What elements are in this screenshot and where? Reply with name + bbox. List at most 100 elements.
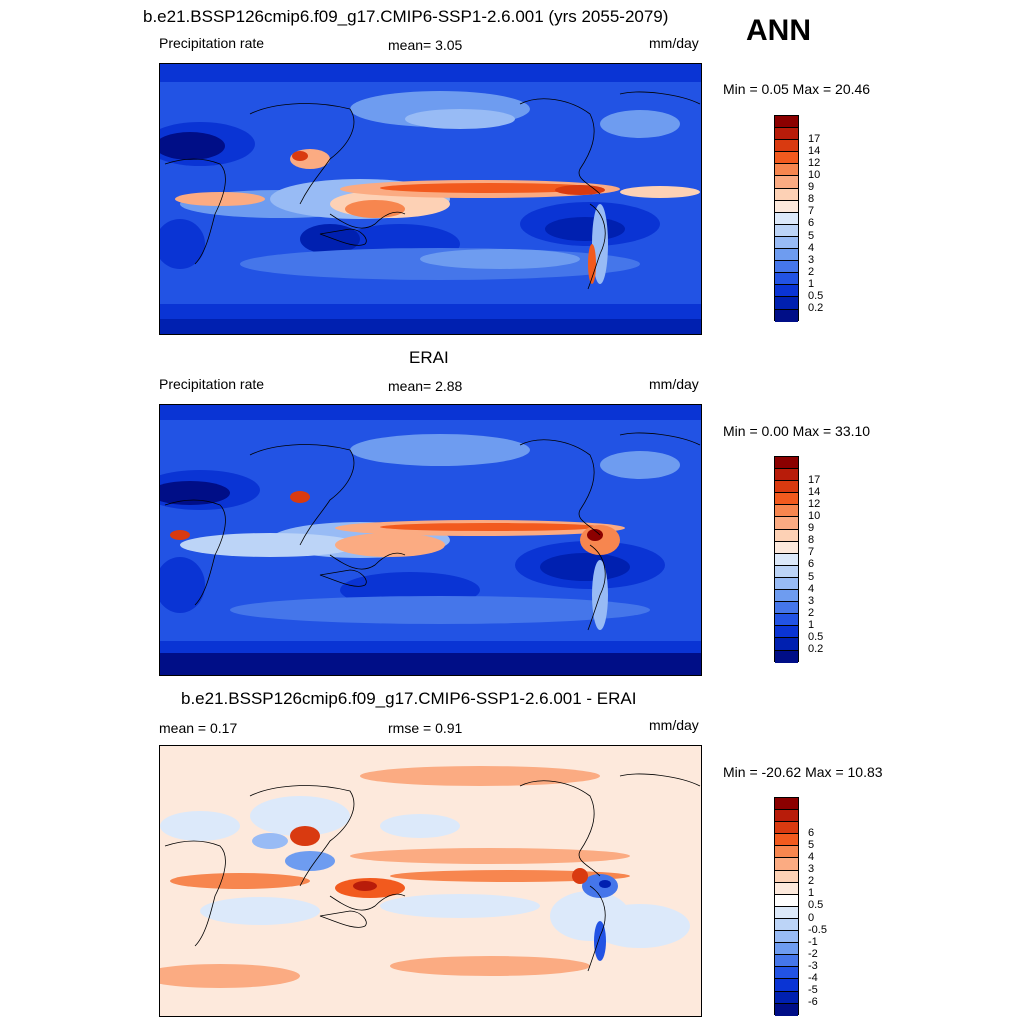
panel3-rmse-label: rmse = 0.91: [388, 720, 463, 736]
panel2-title: ERAI: [409, 348, 449, 367]
colorbar-segment: [775, 152, 798, 165]
colorbar-tick-label: 10: [808, 510, 821, 522]
colorbar-tick-label: 5: [808, 229, 815, 242]
colorbar-tick-label: 7: [808, 546, 815, 559]
panel3-title: b.e21.BSSP126cmip6.f09_g17.CMIP6-SSP1-2.…: [181, 689, 637, 708]
colorbar-segment: [775, 882, 798, 895]
colorbar-tick-label: 1: [808, 618, 815, 631]
colorbar-tick-label: -4: [808, 972, 818, 984]
colorbar-tick-label: -5: [808, 984, 818, 997]
panel2-precip-map: [159, 404, 702, 676]
panel3-mean-label: mean = 0.17: [159, 720, 238, 736]
colorbar-tick-label: 14: [808, 485, 821, 498]
colorbar-segment: [775, 529, 798, 542]
colorbar-tick-label: -2: [808, 947, 818, 960]
colorbar-segment: [775, 906, 798, 919]
colorbar-segment: [775, 285, 798, 298]
colorbar-tick-label: 2: [808, 606, 815, 619]
colorbar-tick-label: 12: [808, 497, 821, 510]
colorbar-tick-label: -6: [808, 996, 818, 1009]
colorbar-tick-label: 5: [808, 838, 815, 851]
colorbar-tick-label: 4: [808, 851, 815, 863]
colorbar-segment: [775, 614, 798, 627]
colorbar-tick-label: 8: [808, 534, 815, 547]
colorbar-tick-label: 4: [808, 241, 815, 254]
colorbar-tick-label: 0.2: [808, 643, 824, 656]
season-label: ANN: [746, 14, 811, 47]
colorbar-segment: [775, 943, 798, 956]
colorbar-segment: [775, 834, 798, 847]
colorbar-segment: [775, 798, 798, 811]
colorbar-segment: [775, 894, 798, 907]
colorbar-segment: [775, 517, 798, 530]
panel3-colorbar: [774, 797, 799, 1016]
panel2-units-label: mm/day: [649, 376, 699, 392]
colorbar-segment: [775, 846, 798, 859]
colorbar-segment: [775, 200, 798, 213]
panel2-variable-label: Precipitation rate: [159, 376, 265, 392]
colorbar-segment: [775, 505, 798, 518]
colorbar-segment: [775, 309, 798, 322]
panel1-title: b.e21.BSSP126cmip6.f09_g17.CMIP6-SSP1-2.…: [143, 7, 669, 26]
colorbar-tick-label: 6: [808, 558, 815, 571]
panel3-difference-map: [159, 745, 702, 1017]
colorbar-segment: [775, 918, 798, 932]
panel1-mean-label: mean= 3.05: [388, 37, 463, 53]
colorbar-segment: [775, 261, 798, 274]
colorbar-segment: [775, 590, 798, 603]
panel3-units-label: mm/day: [649, 717, 699, 733]
panel1-precip-map: [159, 63, 702, 335]
colorbar-segment: [775, 1003, 798, 1016]
colorbar-tick-label: 9: [808, 522, 815, 535]
colorbar-segment: [775, 565, 798, 578]
colorbar-segment: [775, 297, 798, 310]
panel1-colorbar: [774, 115, 799, 322]
colorbar-tick-label: 2: [808, 875, 815, 888]
colorbar-tick-label: 10: [808, 169, 821, 181]
panel2-colorbar: [774, 456, 799, 663]
panel1-units-label: mm/day: [649, 35, 699, 51]
colorbar-segment: [775, 638, 798, 651]
colorbar-tick-label: 7: [808, 205, 815, 218]
colorbar-segment: [775, 457, 798, 470]
colorbar-segment: [775, 870, 798, 883]
colorbar-tick-label: -3: [808, 959, 818, 972]
colorbar-tick-label: 0.2: [808, 302, 824, 315]
colorbar-segment: [775, 967, 798, 980]
panel2-mean-label: mean= 2.88: [388, 378, 463, 394]
colorbar-segment: [775, 176, 798, 189]
colorbar-tick-label: 8: [808, 193, 815, 206]
colorbar-tick-label: 14: [808, 144, 821, 157]
colorbar-tick-label: -0.5: [808, 923, 827, 936]
colorbar-segment: [775, 602, 798, 615]
colorbar-segment: [775, 469, 798, 482]
colorbar-tick-label: 3: [808, 594, 815, 607]
colorbar-segment: [775, 541, 798, 554]
colorbar-tick-label: 0.5: [808, 631, 824, 643]
colorbar-tick-label: -1: [808, 935, 818, 948]
colorbar-tick-label: 3: [808, 863, 815, 876]
colorbar-tick-label: 4: [808, 582, 815, 595]
panel1-variable-label: Precipitation rate: [159, 35, 265, 51]
panel1-minmax-label: Min = 0.05 Max = 20.46: [723, 81, 871, 97]
colorbar-tick-label: 0.5: [808, 290, 824, 302]
panel3-minmax-label: Min = -20.62 Max = 10.83: [723, 764, 883, 780]
panel2-minmax-label: Min = 0.00 Max = 33.10: [723, 423, 871, 439]
colorbar-segment: [775, 991, 798, 1004]
colorbar-tick-label: 1: [808, 277, 815, 290]
colorbar-segment: [775, 128, 798, 141]
colorbar-segment: [775, 273, 798, 286]
colorbar-segment: [775, 140, 798, 153]
colorbar-tick-label: 0.5: [808, 899, 824, 912]
colorbar-segment: [775, 249, 798, 262]
colorbar-segment: [775, 650, 798, 663]
colorbar-tick-label: 5: [808, 570, 815, 583]
colorbar-tick-label: 17: [808, 132, 821, 145]
colorbar-segment: [775, 553, 798, 566]
colorbar-segment: [775, 493, 798, 506]
colorbar-segment: [775, 931, 798, 944]
colorbar-tick-label: 6: [808, 826, 815, 839]
colorbar-segment: [775, 212, 798, 225]
colorbar-segment: [775, 164, 798, 177]
colorbar-tick-label: 2: [808, 265, 815, 278]
